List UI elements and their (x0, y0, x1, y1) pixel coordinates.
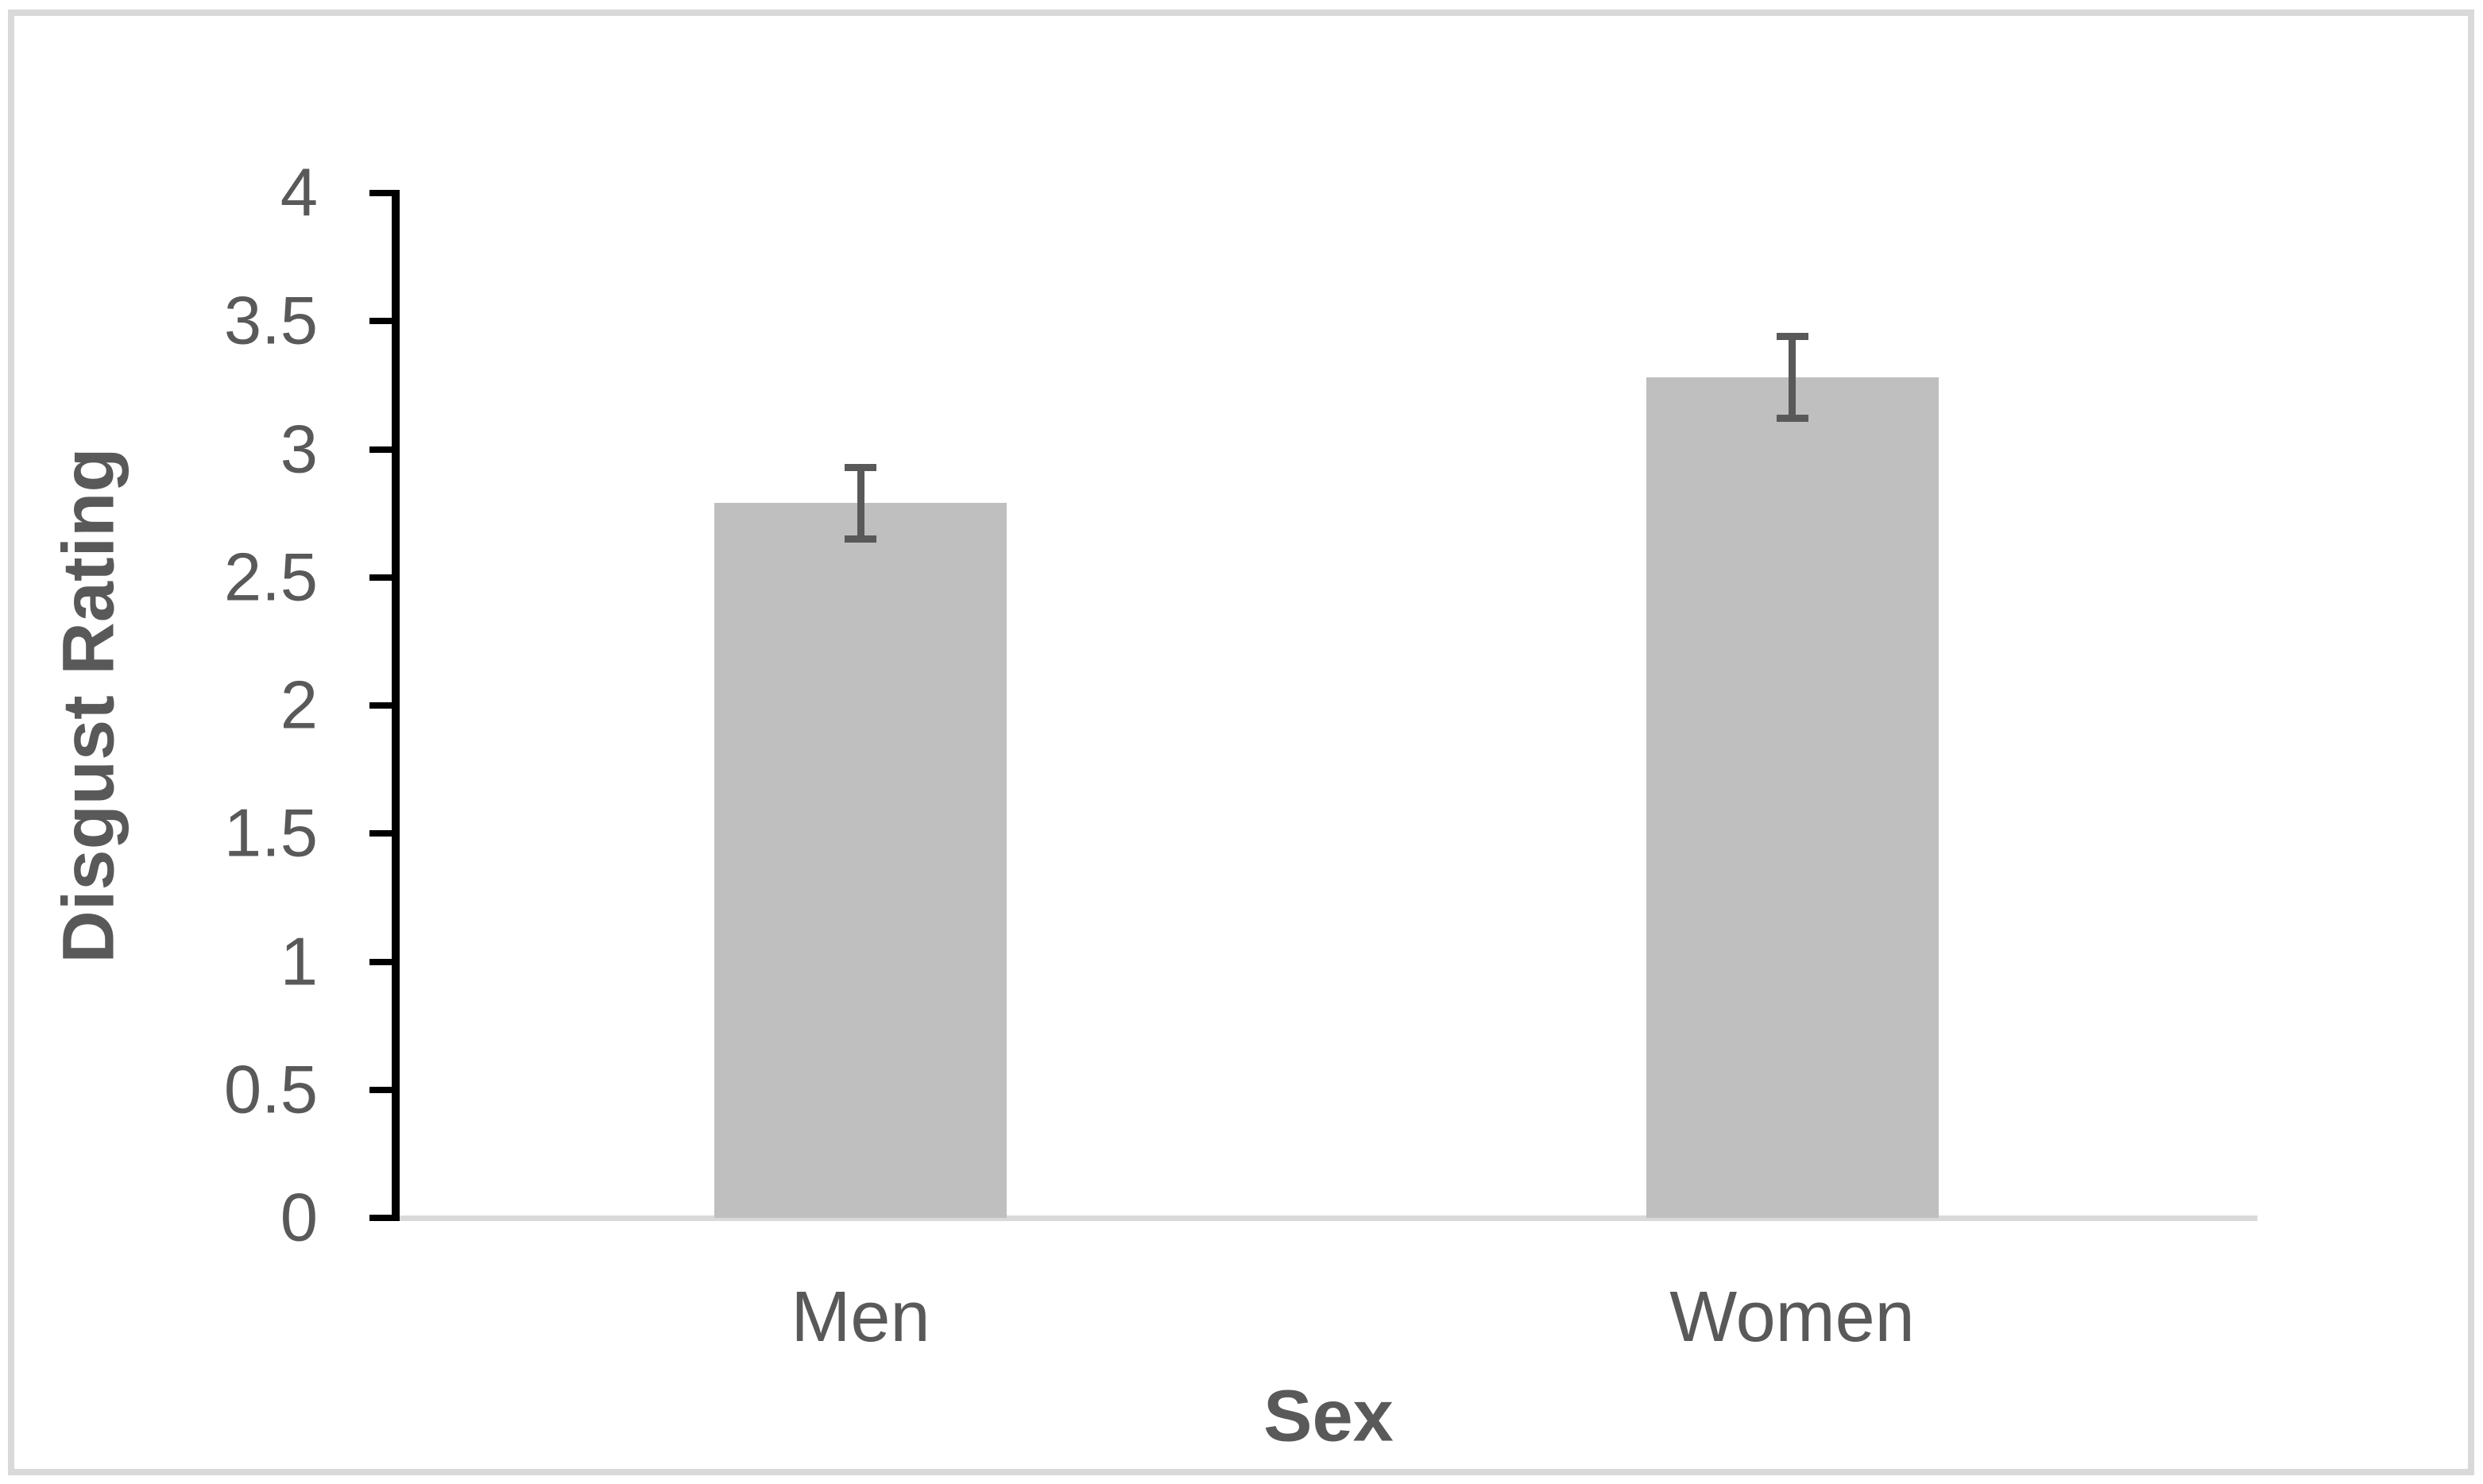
error-bar-bottom-cap-women (1776, 415, 1808, 423)
x-category-label-women: Women (1669, 1277, 1915, 1357)
figure-border (8, 10, 2474, 1475)
y-tick-mark-3.5 (369, 318, 400, 325)
y-tick-mark-1.5 (369, 830, 400, 837)
error-bar-top-cap-men (845, 463, 876, 471)
bar-women (1646, 377, 1939, 1218)
y-tick-mark-1 (369, 958, 400, 965)
y-tick-mark-2.5 (369, 574, 400, 581)
y-tick-label-2: 2 (280, 667, 318, 744)
y-tick-label-4: 4 (280, 155, 318, 231)
y-tick-mark-4 (369, 190, 400, 196)
y-tick-label-2.5: 2.5 (223, 539, 318, 616)
y-tick-label-0.5: 0.5 (223, 1052, 318, 1128)
y-tick-mark-3 (369, 446, 400, 453)
y-axis-title: Disgust Rating (48, 447, 130, 964)
x-axis-title: Sex (1263, 1375, 1394, 1457)
y-tick-mark-0 (369, 1215, 400, 1221)
error-bar-bottom-cap-men (845, 535, 876, 543)
error-bar-line-men (857, 467, 864, 539)
y-tick-label-1.5: 1.5 (223, 795, 318, 871)
y-tick-label-3: 3 (280, 412, 318, 487)
y-tick-label-0: 0 (280, 1180, 318, 1256)
x-axis-baseline (400, 1215, 2257, 1221)
bar-men (714, 503, 1007, 1218)
y-tick-mark-0.5 (369, 1086, 400, 1093)
y-tick-label-3.5: 3.5 (223, 283, 318, 359)
y-tick-label-1: 1 (280, 924, 318, 999)
y-tick-mark-2 (369, 702, 400, 709)
x-category-label-men: Men (791, 1277, 930, 1357)
error-bar-line-women (1789, 336, 1796, 419)
error-bar-top-cap-women (1776, 333, 1808, 341)
